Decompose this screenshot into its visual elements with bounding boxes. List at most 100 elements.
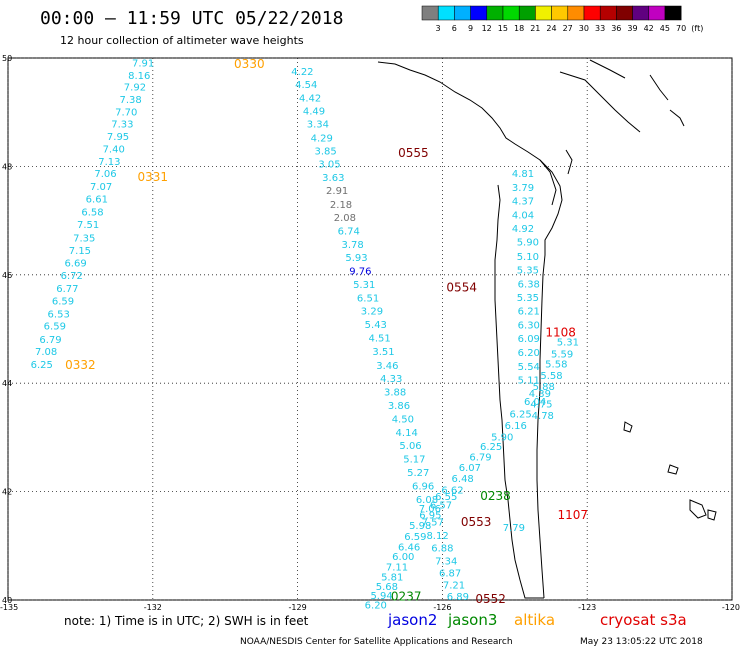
wave-height-value: 4.49 xyxy=(303,107,325,118)
wave-height-value: 4.39 xyxy=(529,389,551,400)
track-jason3: 5.315.595.585.585.886.046.256.165.906.25… xyxy=(365,337,579,611)
wave-height-value: 6.04 xyxy=(524,397,546,408)
wave-height-value: 6.61 xyxy=(86,194,108,205)
wave-height-value: 6.25 xyxy=(31,360,53,371)
pass-time-label: 0552 xyxy=(475,592,506,606)
wave-height-value: 6.74 xyxy=(338,226,360,237)
wave-height-value: 6.00 xyxy=(392,552,414,563)
wave-height-value: 5.94 xyxy=(370,591,392,602)
wave-height-value: 3.79 xyxy=(512,183,534,194)
wave-height-value: 6.07 xyxy=(459,463,481,474)
wave-height-value: 4.75 xyxy=(530,399,552,410)
wave-height-value: 5.58 xyxy=(545,360,567,371)
wave-height-value: 5.98 xyxy=(409,521,431,532)
legend-swatch xyxy=(567,5,585,21)
wave-height-value: 3.85 xyxy=(314,147,336,158)
wave-height-value: 7.92 xyxy=(124,83,146,94)
wave-height-value: 7.95 xyxy=(107,132,129,143)
wave-height-value: 5.81 xyxy=(381,573,403,584)
y-tick-label: 48 xyxy=(2,162,12,171)
wave-height-value: 3.46 xyxy=(376,361,398,372)
y-tick-label: 44 xyxy=(2,379,12,388)
wave-height-value: 4.92 xyxy=(512,224,534,235)
wave-height-value: 7.13 xyxy=(98,157,120,168)
x-tick-label: -135 xyxy=(0,603,18,612)
legend-swatch xyxy=(664,5,682,21)
pass-time-label: 1108 xyxy=(545,326,576,340)
wave-height-value: 6.58 xyxy=(81,207,103,218)
wave-height-value: 7.15 xyxy=(69,246,91,257)
wave-height-value: 2.91 xyxy=(326,186,348,197)
legend-tick-label: 33 xyxy=(595,24,605,33)
wave-height-value: 7.06 xyxy=(419,504,441,515)
wave-height-value: 3.29 xyxy=(361,307,383,318)
mission-jason3: jason3 xyxy=(447,611,497,629)
wave-height-value: 5.27 xyxy=(407,468,429,479)
wave-height-value: 7.08 xyxy=(35,347,57,358)
legend-tick-label: 12 xyxy=(482,24,492,33)
coastline-puget-sound xyxy=(539,149,573,206)
mission-altika: altika xyxy=(514,611,555,629)
wave-height-value: 6.25 xyxy=(509,410,531,421)
wave-height-value: 6.87 xyxy=(439,568,461,579)
wave-height-value: 5.31 xyxy=(353,280,375,291)
wave-height-value: 7.70 xyxy=(115,108,137,119)
pass-time-label: 0238 xyxy=(480,489,511,503)
wave-height-value: 7.21 xyxy=(443,580,465,591)
coastline xyxy=(377,59,717,599)
wave-height-value: 4.42 xyxy=(299,94,321,105)
legend-tick-label: 42 xyxy=(644,24,654,33)
wave-height-value: 6.77 xyxy=(56,284,78,295)
y-tick-label: 50 xyxy=(2,54,12,63)
y-tick-label: 46 xyxy=(2,271,12,280)
wave-height-value: 5.11 xyxy=(518,375,540,386)
inland-lakes xyxy=(623,421,717,521)
legend-tick-label: 24 xyxy=(546,24,556,33)
wave-height-value: 6.55 xyxy=(435,492,457,503)
wave-height-value: 6.08 xyxy=(416,495,438,506)
legend-swatch xyxy=(437,5,455,21)
legend-swatch xyxy=(535,5,552,21)
wave-height-value: 3.88 xyxy=(384,387,406,398)
chart-subtitle: 12 hour collection of altimeter wave hei… xyxy=(60,34,304,47)
legend-swatch xyxy=(616,5,633,21)
wave-height-value: 5.35 xyxy=(517,265,539,276)
wave-height-value: 6.79 xyxy=(469,452,491,463)
legend-tick-label: 45 xyxy=(660,24,670,33)
wave-height-value: 3.05 xyxy=(318,160,340,171)
wave-height-value: 5.35 xyxy=(517,293,539,304)
wave-height-value: 7.33 xyxy=(111,120,133,131)
pass-time-label: 0553 xyxy=(461,515,492,529)
mission-jason2: jason2 xyxy=(387,611,437,629)
wave-height-value: 5.88 xyxy=(533,382,555,393)
wave-height-value: 4.50 xyxy=(392,414,414,425)
wave-height-value: 6.51 xyxy=(357,294,379,305)
wave-height-value: 5.59 xyxy=(551,349,573,360)
wave-height-value: 6.62 xyxy=(441,485,463,496)
mission-cryosat: cryosat s3a xyxy=(600,611,687,629)
wave-height-value: 4.81 xyxy=(512,169,534,180)
x-tick-label: -126 xyxy=(433,603,451,612)
wave-height-value: 6.57 xyxy=(430,501,452,512)
pass-time-label: 1107 xyxy=(557,508,588,522)
x-tick-label: -120 xyxy=(722,603,740,612)
legend-swatch xyxy=(583,5,601,21)
x-tick-label: -129 xyxy=(289,603,307,612)
pass-time-label: 0554 xyxy=(446,281,477,295)
wave-height-value: 5.17 xyxy=(403,455,425,466)
wave-height-value: 6.59 xyxy=(52,296,74,307)
credit-left: NOAA/NESDIS Center for Satellite Applica… xyxy=(240,637,513,647)
wave-height-value: 6.88 xyxy=(431,543,453,554)
legend-tick-label: 21 xyxy=(530,24,540,33)
wave-height-value: 8.16 xyxy=(128,71,150,82)
x-tick-label: -123 xyxy=(578,603,596,612)
wave-height-value: 5.58 xyxy=(540,371,562,382)
track-altika: 7.91 8.167.927.38 7.707.337.95 7.407.137.06… xyxy=(31,58,155,371)
legend-tick-label: 15 xyxy=(498,24,508,33)
wave-height-value: 6.38 xyxy=(518,279,540,290)
plot-frame xyxy=(7,57,733,601)
wave-height-value: 8.12 xyxy=(426,531,448,542)
legend-tick-label: 9 xyxy=(468,24,473,33)
wave-height-value: 6.21 xyxy=(518,307,540,318)
